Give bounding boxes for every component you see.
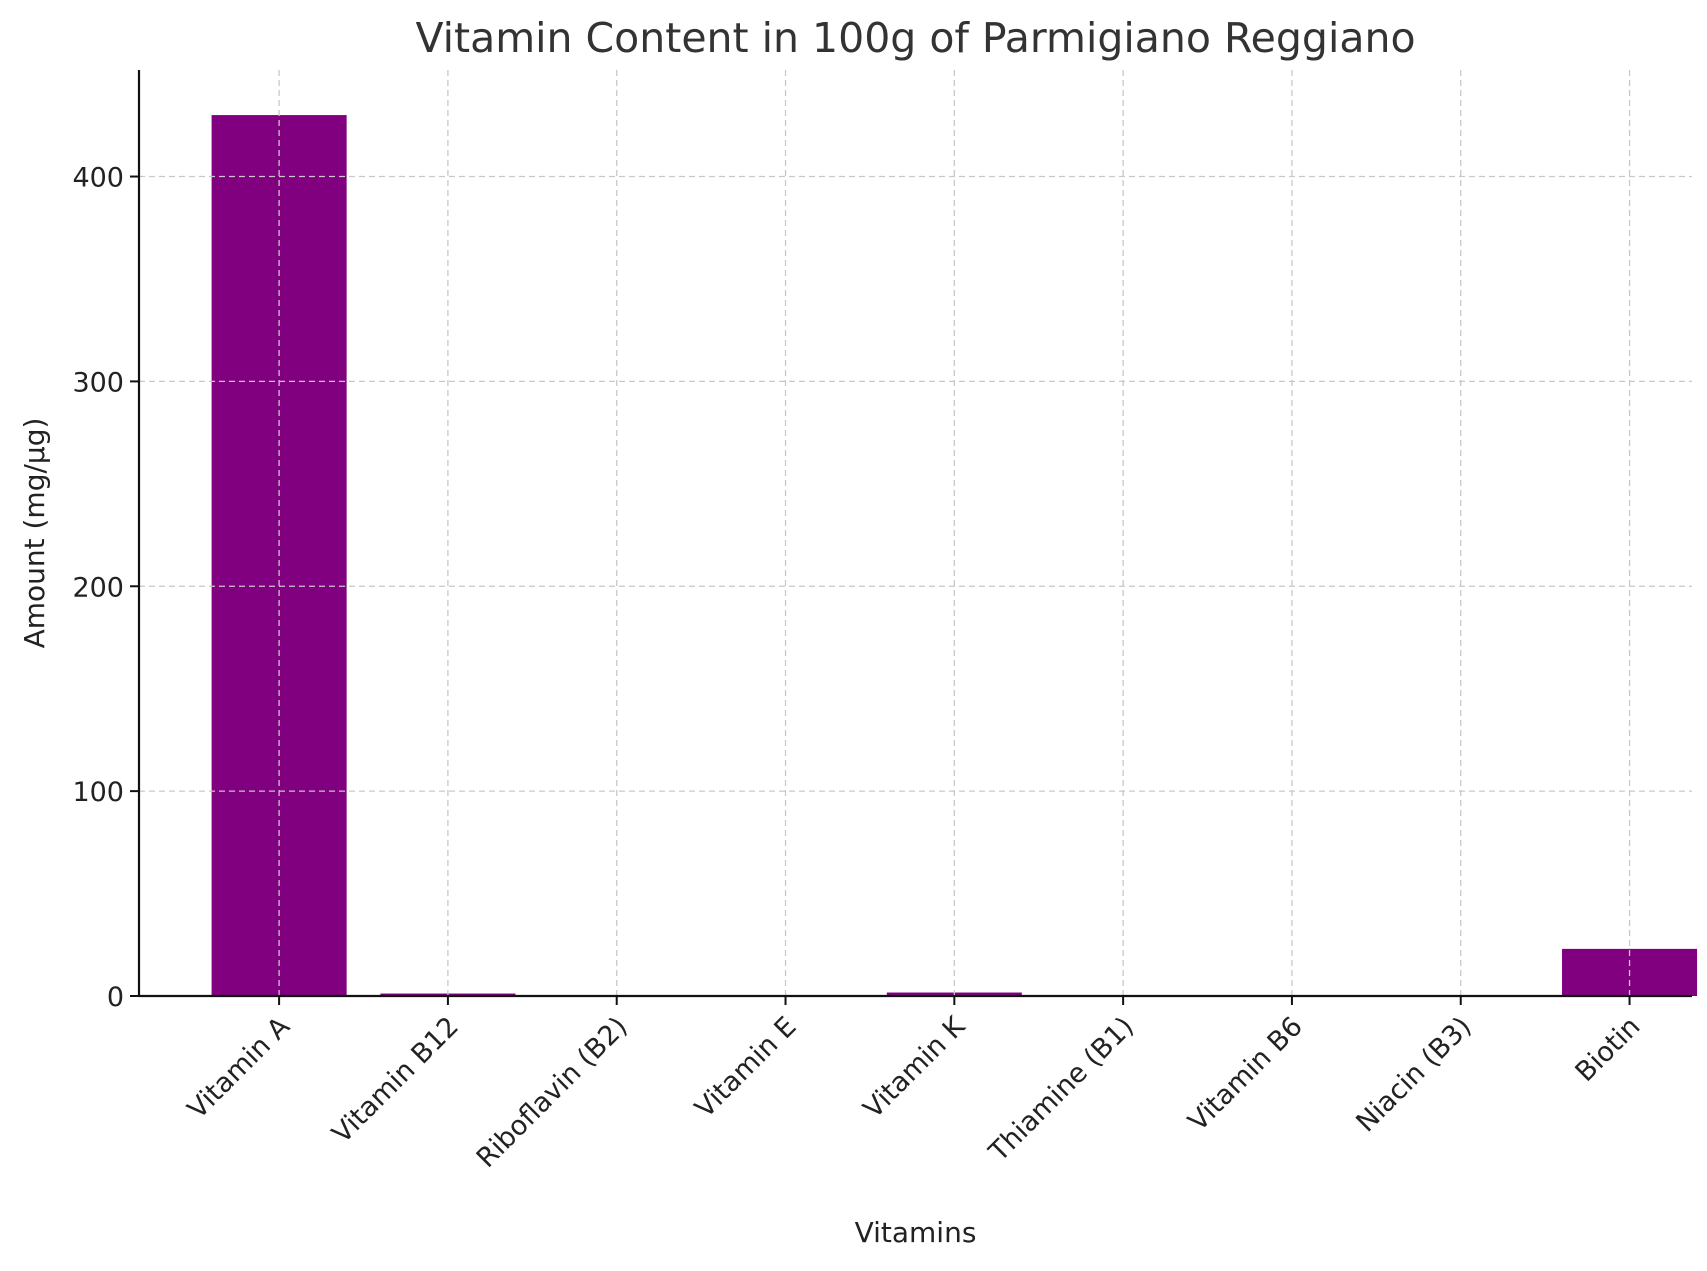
x-tick-label: Vitamin E bbox=[689, 1011, 802, 1124]
x-tick-label: Biotin bbox=[1570, 1011, 1647, 1088]
x-tick-label: Niacin (B3) bbox=[1350, 1011, 1477, 1138]
x-tick-label: Riboflavin (B2) bbox=[471, 1011, 634, 1174]
x-axis-label: Vitamins bbox=[855, 1216, 977, 1249]
y-tick-label: 200 bbox=[72, 572, 124, 603]
x-tick-label: Vitamin A bbox=[182, 1011, 297, 1126]
x-tick-label: Vitamin K bbox=[858, 1010, 973, 1125]
y-tick-label: 300 bbox=[72, 367, 124, 398]
x-tick-label: Thiamine (B1) bbox=[983, 1011, 1140, 1168]
grid bbox=[139, 70, 1692, 996]
x-tick-label: Vitamin B12 bbox=[326, 1011, 465, 1150]
chart-title: Vitamin Content in 100g of Parmigiano Re… bbox=[415, 14, 1415, 62]
y-tick-label: 100 bbox=[72, 777, 124, 808]
axes bbox=[139, 70, 1692, 996]
x-tick-label: Vitamin B6 bbox=[1183, 1011, 1309, 1137]
y-axis-label: Amount (mg/µg) bbox=[18, 418, 51, 649]
y-tick-label: 400 bbox=[72, 163, 124, 194]
y-tick-label: 0 bbox=[107, 982, 124, 1013]
